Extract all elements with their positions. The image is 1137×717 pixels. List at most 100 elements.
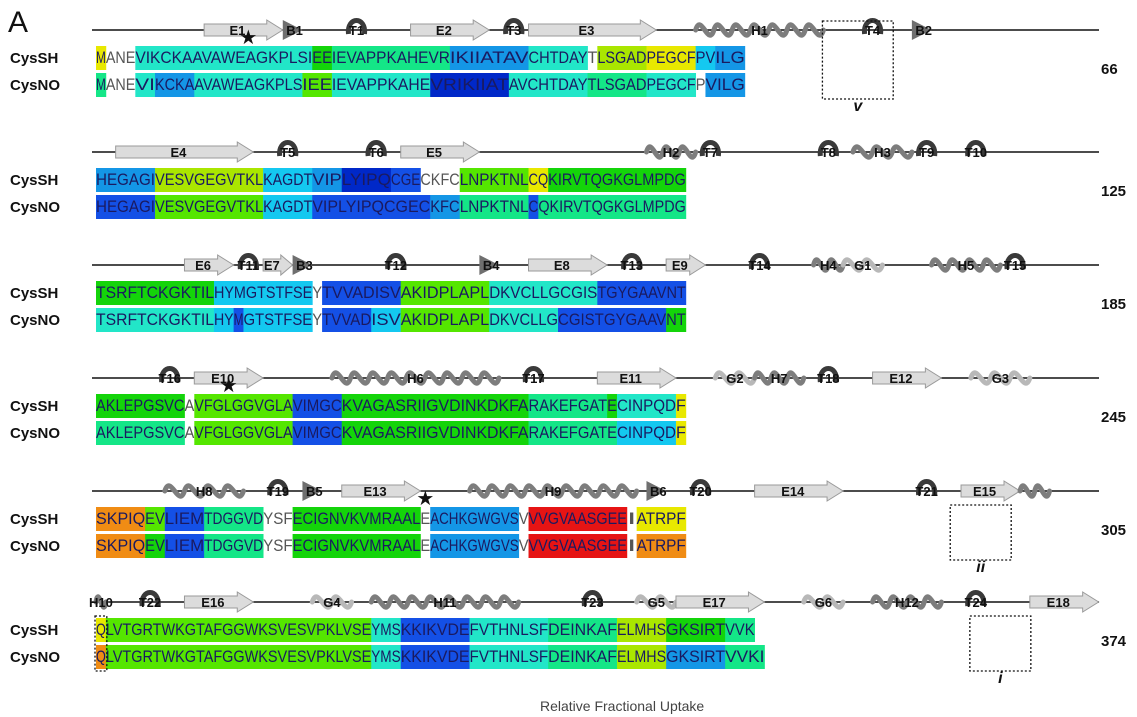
uptake-color-block (538, 195, 687, 219)
residue-segment: YMS (371, 648, 401, 666)
helix310-coil (801, 594, 846, 610)
residue-segment: IEVAPPKAHE (332, 76, 430, 94)
uptake-color-block (96, 507, 146, 531)
uptake-color-block (154, 73, 195, 97)
residue-segment: AVCHTDAY (509, 76, 588, 94)
residue-segment: VIPLYIPQCGEC (312, 198, 430, 216)
uptake-color-block (96, 281, 215, 305)
turn-loop (817, 366, 839, 383)
uptake-color-block (292, 534, 421, 558)
uptake-color-block (528, 168, 549, 192)
strand-arrow (665, 254, 707, 276)
strand-label: E1 (229, 23, 245, 38)
turn-label: T10 (965, 145, 987, 160)
motif-note: ii (976, 559, 985, 576)
uptake-color-block (459, 195, 529, 219)
uptake-color-block (96, 308, 215, 332)
uptake-color-block (725, 645, 765, 669)
residue-segment: LIEM (165, 537, 204, 555)
motif-box (821, 20, 894, 100)
cys-star: ★ (416, 488, 434, 510)
strand-label: E5 (426, 145, 442, 160)
uptake-color-block (302, 73, 333, 97)
strand-label: E8 (554, 258, 570, 273)
strand-arrow (203, 19, 284, 41)
residue-segment: LVTGRTWKGTAFGGWKSVESVPKLVSE (106, 621, 371, 639)
residue-segment: HEGAGI (96, 198, 155, 216)
residue-segment: LIEM (165, 510, 204, 528)
uptake-color-block (371, 645, 402, 669)
uptake-color-block (341, 168, 392, 192)
helix-label: H2 (663, 145, 680, 160)
residue-segment: VESVGEGVTKL (155, 171, 263, 189)
helix-label: H9 (545, 484, 562, 499)
uptake-color-block (96, 46, 107, 70)
bridge-triangle (911, 20, 932, 40)
strand-arrow (872, 367, 943, 389)
helix-label: H6 (407, 371, 424, 386)
strand-arrow (754, 480, 845, 502)
panel-label: A (8, 6, 29, 39)
residue-segment: I (627, 510, 637, 528)
residue-end-number: 245 (1101, 409, 1126, 426)
strand-arrow (960, 480, 1021, 502)
residue-segment: ATRPF (637, 537, 686, 555)
bridge-label: B3 (296, 258, 313, 273)
residue-segment: SKPIQ (96, 510, 145, 528)
residue-segment: ACHKGWGVS (430, 510, 519, 528)
residue-segment: TSRFTCKGKTIL (96, 284, 214, 302)
uptake-color-block (312, 168, 343, 192)
strand-label: E15 (973, 484, 996, 499)
turn-label: T9 (919, 145, 934, 160)
uptake-color-block (263, 168, 313, 192)
turn-label: T6 (369, 145, 384, 160)
uptake-color-block (312, 46, 333, 70)
turn-label: T8 (821, 145, 836, 160)
uptake-color-block (430, 195, 461, 219)
residue-segment: P (696, 76, 706, 94)
helix-label: G6 (815, 595, 832, 610)
bridge-triangle (302, 481, 323, 501)
residue-segment: TDGGVD (204, 537, 263, 555)
residue-segment: VFGLGGVGLA (194, 424, 292, 442)
helix-coil (1017, 483, 1053, 499)
turn-loop (916, 479, 938, 496)
uptake-color-block (164, 507, 205, 531)
turn-loop (749, 253, 771, 270)
helix-label: H7 (771, 371, 788, 386)
uptake-color-block (292, 507, 421, 531)
turn-loop (345, 18, 367, 35)
helix310-coil (968, 370, 1033, 386)
residue-segment: PEGCF (646, 76, 695, 94)
residue-segment: IEVAPPKAHEVR (332, 49, 450, 67)
residue-segment: VVGVAASGEE (529, 510, 627, 528)
residue-segment: ECIGNVKVMRAAL (293, 537, 421, 555)
uptake-color-block (695, 46, 716, 70)
turn-loop (139, 590, 161, 607)
residue-segment: VIMGC (293, 397, 342, 415)
strand-arrow (341, 480, 422, 502)
strand-arrow (400, 141, 481, 163)
residue-segment: V (519, 537, 529, 555)
uptake-color-block (204, 507, 264, 531)
bridge-triangle (479, 255, 500, 275)
residue-segment: F (676, 397, 686, 415)
uptake-color-block (96, 645, 107, 669)
residue-segment: YSF (263, 537, 292, 555)
uptake-color-block (666, 618, 726, 642)
uptake-color-block (213, 308, 235, 332)
uptake-color-block (312, 195, 431, 219)
turn-label: T1 (349, 23, 364, 38)
turn-label: T4 (865, 23, 881, 38)
turn-label: T7 (703, 145, 718, 160)
strand-arrow (528, 254, 609, 276)
uptake-color-block (96, 168, 156, 192)
uptake-color-block (400, 281, 490, 305)
bridge-triangle (646, 481, 667, 501)
uptake-color-block (528, 507, 628, 531)
residue-segment: M (96, 76, 106, 94)
turn-label: T16 (159, 371, 181, 386)
residue-segment: C (529, 198, 539, 216)
residue-segment: Y (312, 284, 322, 302)
residue-segment: HEGAGI (96, 171, 155, 189)
